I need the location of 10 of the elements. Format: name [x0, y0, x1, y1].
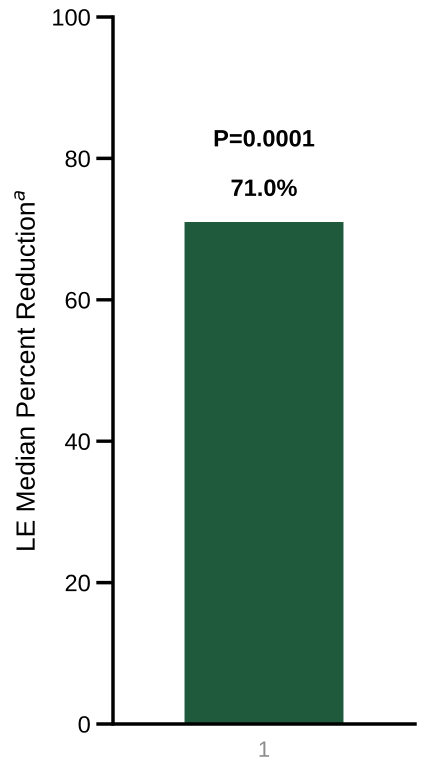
y-tick-label: 40 [65, 433, 90, 450]
y-tick-label: 80 [66, 150, 90, 168]
y-tick-label: 60 [66, 292, 90, 309]
annotation: P=0.0001 [214, 130, 314, 147]
y-axis-title: LE Median Percent Reduction$^{a}$ [14, 191, 35, 550]
y-tick-label: 20 [66, 574, 90, 592]
y-tick-label: 100 [53, 9, 90, 26]
data-label: 71.0% [232, 179, 297, 196]
y-tick-label: 0 [78, 716, 90, 733]
x-tick-label: 1 [260, 741, 270, 757]
